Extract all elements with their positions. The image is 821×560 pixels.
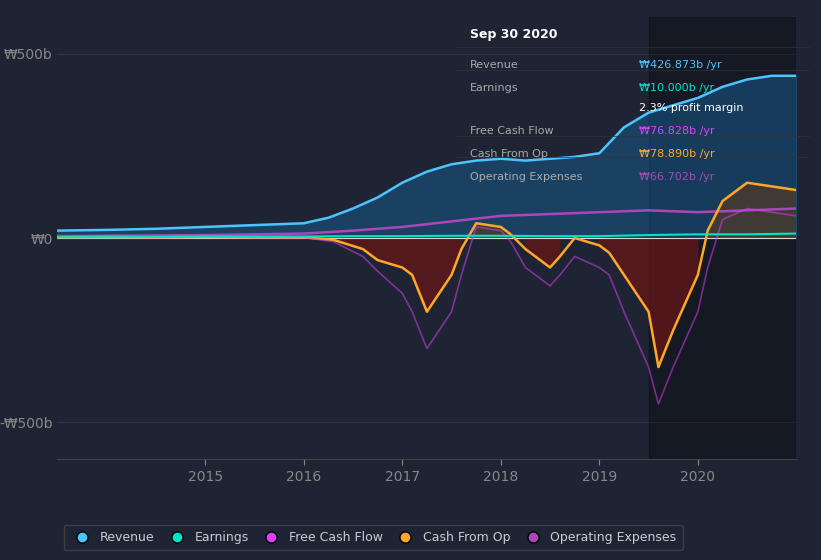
Text: ₩76.828b /yr: ₩76.828b /yr bbox=[640, 126, 715, 136]
Text: Sep 30 2020: Sep 30 2020 bbox=[470, 29, 557, 41]
Text: Operating Expenses: Operating Expenses bbox=[470, 172, 582, 182]
Text: Revenue: Revenue bbox=[470, 60, 519, 70]
Text: Free Cash Flow: Free Cash Flow bbox=[470, 126, 553, 136]
Text: ₩426.873b /yr: ₩426.873b /yr bbox=[640, 60, 722, 70]
Text: Earnings: Earnings bbox=[470, 83, 518, 93]
Text: ₩66.702b /yr: ₩66.702b /yr bbox=[640, 172, 714, 182]
Legend: Revenue, Earnings, Free Cash Flow, Cash From Op, Operating Expenses: Revenue, Earnings, Free Cash Flow, Cash … bbox=[64, 525, 683, 550]
Text: 2.3% profit margin: 2.3% profit margin bbox=[640, 102, 744, 113]
Bar bbox=[649, 17, 796, 459]
Text: Cash From Op: Cash From Op bbox=[470, 149, 548, 159]
Text: ₩10.000b /yr: ₩10.000b /yr bbox=[640, 83, 714, 93]
Text: ₩78.890b /yr: ₩78.890b /yr bbox=[640, 149, 715, 159]
